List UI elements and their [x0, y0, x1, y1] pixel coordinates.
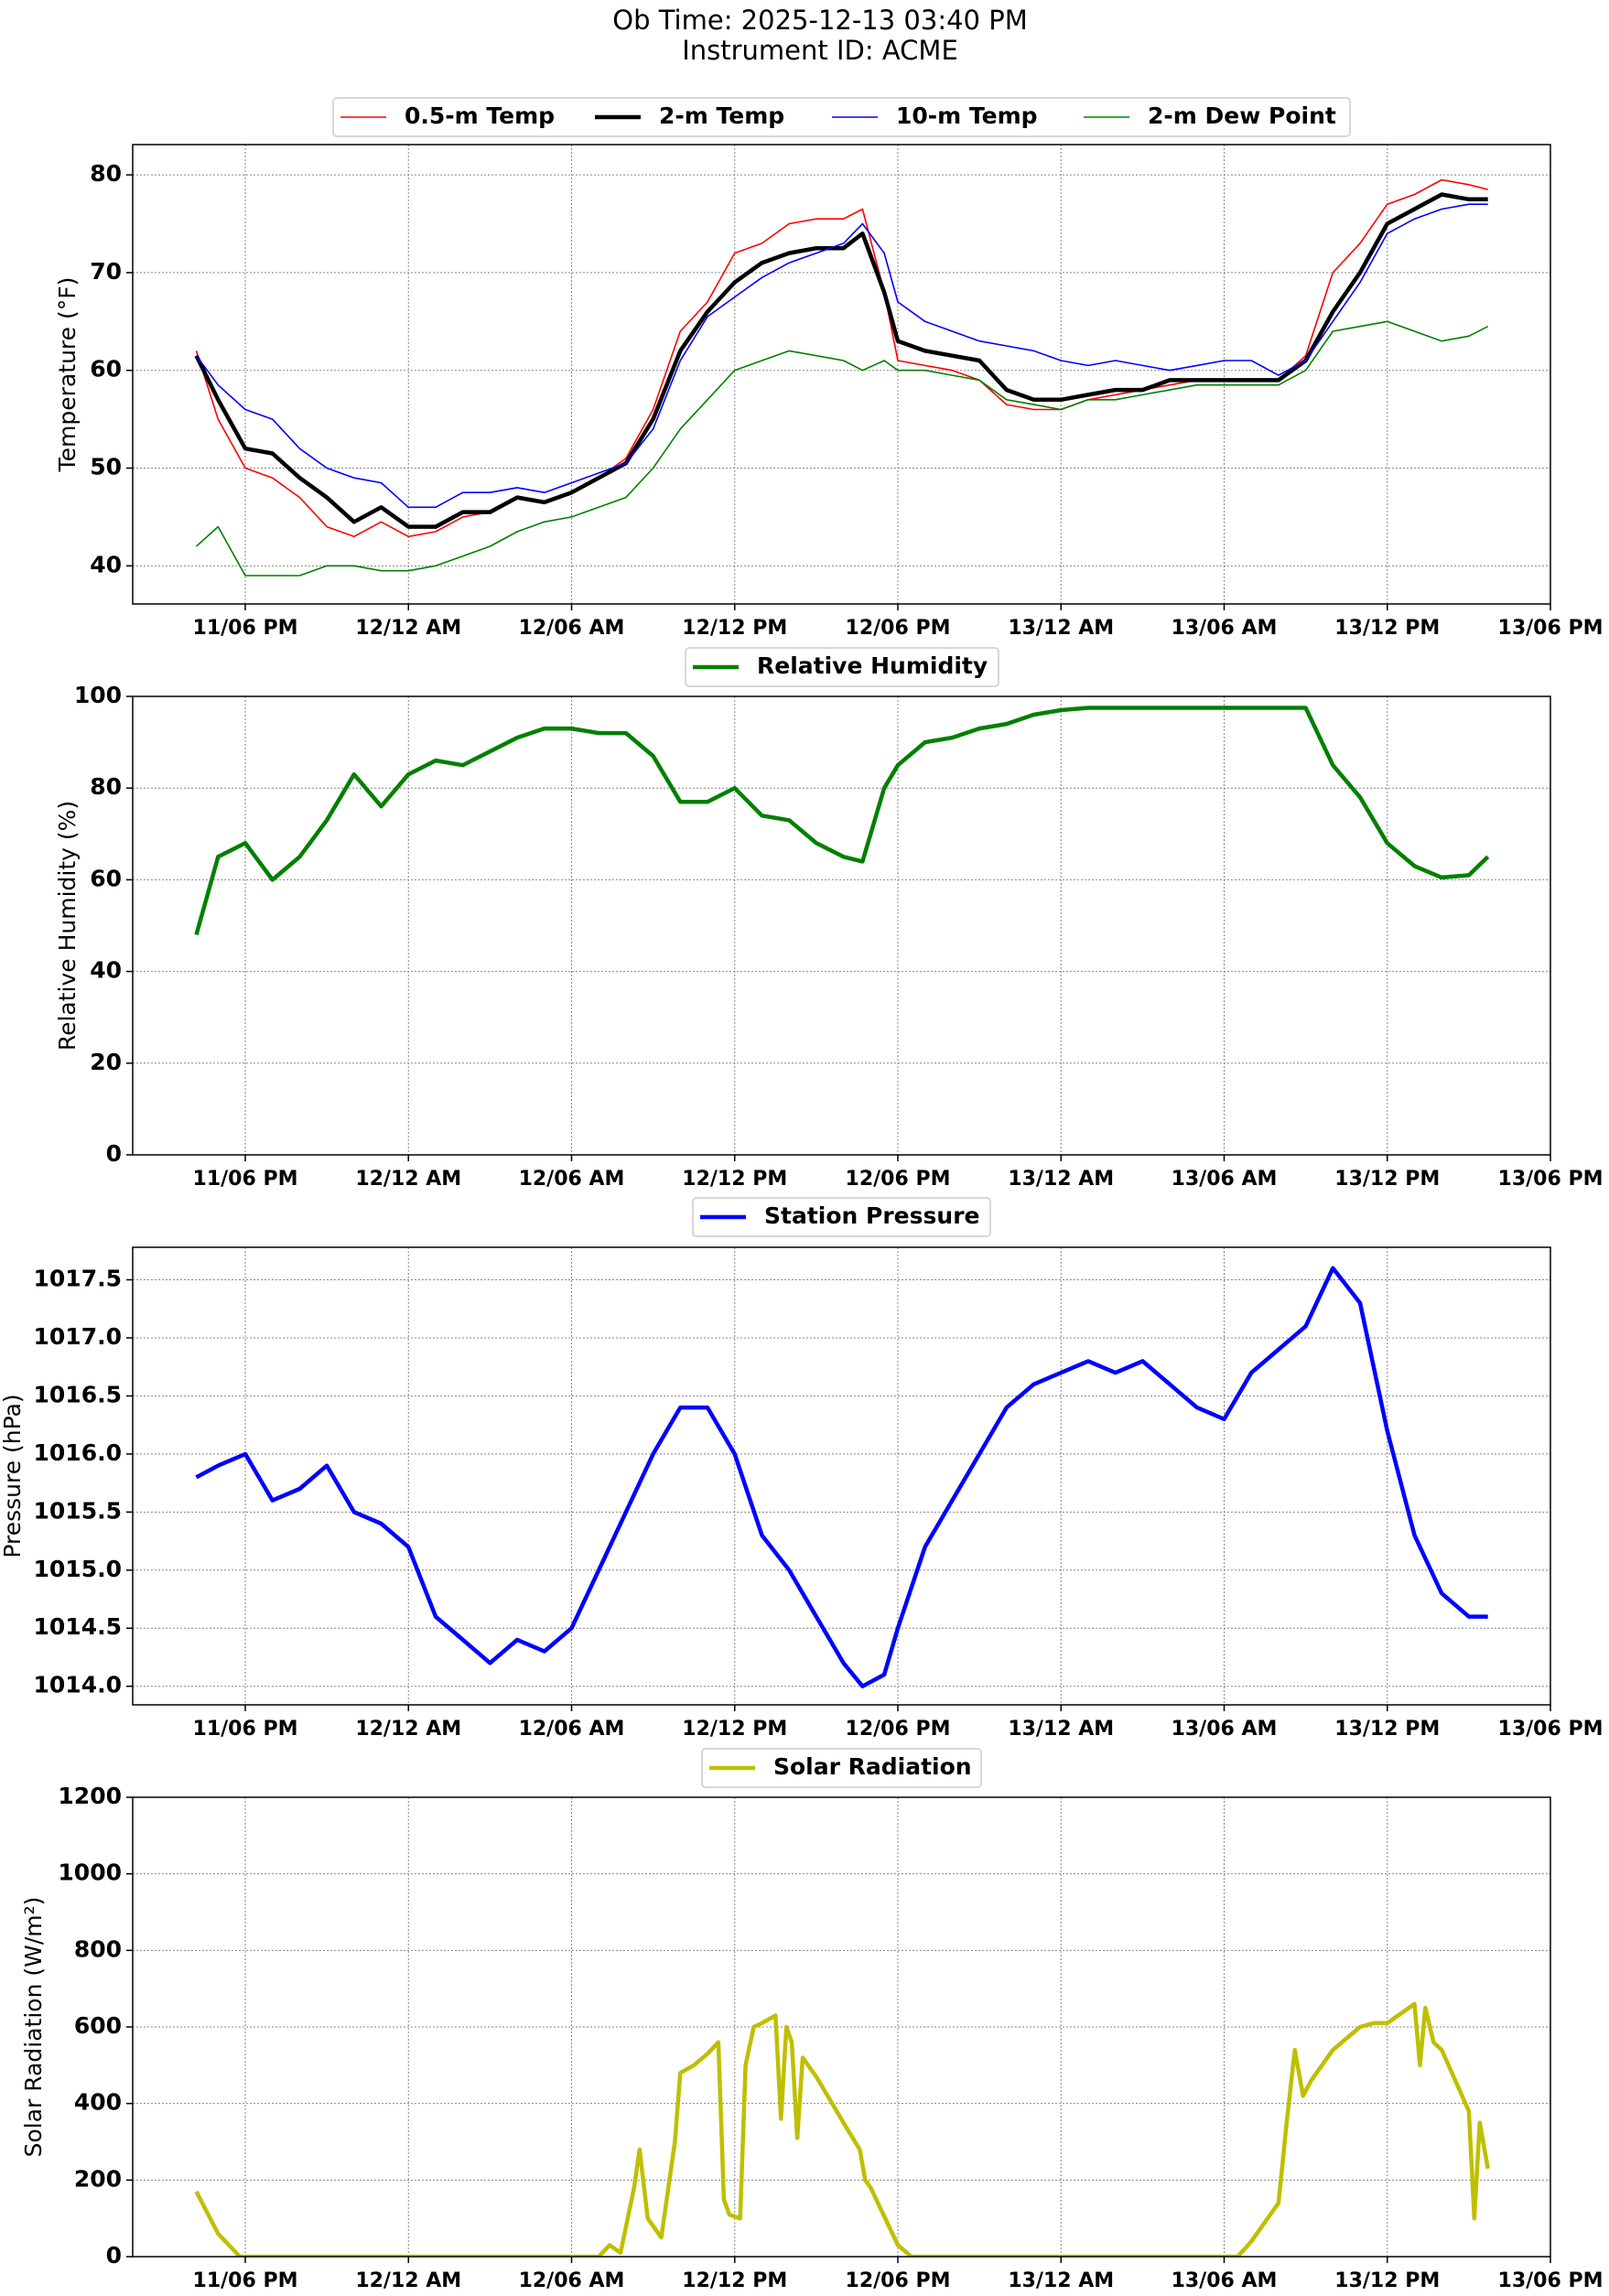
legend: Relative Humidity	[685, 647, 999, 687]
y-tick-label: 60	[90, 865, 122, 891]
series-line-station-pressure	[195, 1266, 1488, 1688]
x-tick-label: 12/12 PM	[682, 2269, 787, 2292]
legend-label: 2-m Dew Point	[1148, 102, 1336, 129]
y-tick-label: 600	[74, 2012, 122, 2039]
x-tick-label: 13/06 PM	[1498, 617, 1604, 640]
y-tick-label: 80	[90, 773, 122, 800]
y-tick-label: 1000	[58, 1859, 122, 1886]
y-tick-label: 1015.5	[34, 1497, 122, 1524]
x-tick-label: 13/12 PM	[1334, 1718, 1440, 1741]
legend-label: 10-m Temp	[896, 102, 1038, 129]
x-tick-label: 11/06 PM	[193, 2269, 298, 2292]
y-tick-label: 1200	[58, 1783, 122, 1809]
x-tick-label: 13/06 AM	[1172, 1168, 1278, 1191]
y-tick-label: 1014.5	[34, 1613, 122, 1640]
y-axis-label: Pressure (hPa)	[0, 1394, 26, 1558]
legend-box	[701, 1748, 982, 1788]
series-line-0-5-m-temp	[195, 178, 1488, 538]
series-line-2-m-dew-point	[195, 320, 1489, 577]
plot-frame	[132, 1796, 1551, 2258]
y-tick-label: 0	[106, 2242, 122, 2269]
y-tick-label: 1015.0	[34, 1556, 122, 1582]
x-tick-label: 11/06 PM	[193, 1718, 298, 1741]
x-tick-label: 13/12 PM	[1334, 617, 1440, 640]
panel-2: 11/06 PM 12/12 AM 12/06 AM 12/12 PM 12/06 PM…	[0, 1197, 1604, 1741]
x-tick-label: 12/12 AM	[355, 1718, 461, 1741]
y-tick-label: 1016.0	[34, 1439, 122, 1466]
y-tick-label: 1017.5	[34, 1266, 122, 1292]
x-tick-label: 13/12 AM	[1008, 1718, 1114, 1741]
y-tick-label: 1016.5	[34, 1381, 122, 1407]
legend-label: Station Pressure	[764, 1202, 979, 1229]
legend-label: Solar Radiation	[773, 1753, 972, 1780]
plot-frame	[132, 1246, 1551, 1706]
x-tick-label: 12/06 AM	[519, 1718, 625, 1741]
y-tick-label: 40	[90, 551, 122, 577]
y-tick-label: 1014.0	[34, 1672, 122, 1698]
x-tick-label: 12/12 AM	[355, 1168, 461, 1191]
y-tick-label: 50	[90, 454, 122, 480]
plot-frame	[132, 144, 1551, 605]
y-tick-label: 400	[74, 2089, 122, 2116]
panel-0: 11/06 PM 12/12 AM 12/06 AM 12/12 PM 12/06 PM…	[54, 97, 1604, 640]
legend-label: 2-m Temp	[659, 102, 784, 129]
x-tick-label: 13/06 PM	[1498, 2269, 1604, 2292]
legend-box	[692, 1197, 991, 1237]
x-tick-label: 12/12 AM	[355, 617, 461, 640]
x-tick-label: 13/12 AM	[1008, 1168, 1114, 1191]
y-tick-label: 1017.0	[34, 1323, 122, 1350]
x-tick-label: 13/06 AM	[1172, 1718, 1278, 1741]
legend: 0.5-m Temp 2-m Temp 10-m Temp 2-m Dew Point	[332, 97, 1351, 137]
x-tick-label: 13/12 AM	[1008, 617, 1114, 640]
x-tick-label: 12/06 PM	[846, 1168, 951, 1191]
y-tick-label: 100	[74, 682, 122, 708]
x-tick-label: 12/06 PM	[846, 2269, 951, 2292]
x-tick-label: 12/06 PM	[846, 617, 951, 640]
x-tick-label: 12/12 PM	[682, 1718, 787, 1741]
chart-title-line1: Ob Time: 2025-12-13 03:40 PM	[612, 5, 1027, 36]
y-axis-label: Temperature (°F)	[54, 277, 81, 473]
x-tick-label: 13/06 PM	[1498, 1168, 1604, 1191]
x-tick-label: 12/06 PM	[846, 1718, 951, 1741]
x-tick-label: 12/06 AM	[519, 1168, 625, 1191]
panel-1: 11/06 PM 12/12 AM 12/06 AM 12/12 PM 12/06 PM…	[54, 647, 1604, 1191]
y-tick-label: 70	[90, 258, 122, 285]
y-tick-label: 200	[74, 2165, 122, 2192]
x-tick-label: 12/06 AM	[519, 2269, 625, 2292]
x-tick-label: 11/06 PM	[193, 617, 298, 640]
y-tick-label: 40	[90, 957, 122, 984]
legend-label: 0.5-m Temp	[405, 102, 555, 129]
y-tick-label: 0	[106, 1140, 122, 1167]
panel-3: 11/06 PM 12/12 AM 12/06 AM 12/12 PM 12/06 PM…	[20, 1748, 1604, 2292]
plot-frame	[132, 695, 1551, 1156]
series-line-relative-humidity	[194, 706, 1490, 936]
x-tick-label: 12/12 PM	[682, 617, 787, 640]
series-line-10-m-temp	[195, 203, 1488, 509]
legend-box	[685, 647, 999, 687]
x-tick-label: 13/06 PM	[1498, 1718, 1604, 1741]
x-tick-label: 13/06 AM	[1172, 617, 1278, 640]
x-tick-label: 13/12 PM	[1334, 2269, 1440, 2292]
series-line-solar-radiation	[194, 2001, 1490, 2257]
legend: Solar Radiation	[701, 1748, 982, 1788]
x-tick-label: 12/12 PM	[682, 1168, 787, 1191]
y-axis-label: Relative Humidity (%)	[54, 801, 81, 1051]
y-tick-label: 800	[74, 1935, 122, 1962]
chart-title-line2: Instrument ID: ACME	[682, 35, 958, 66]
x-tick-label: 13/06 AM	[1172, 2269, 1278, 2292]
y-tick-label: 60	[90, 356, 122, 383]
x-tick-label: 13/12 AM	[1008, 2269, 1114, 2292]
legend: Station Pressure	[692, 1197, 991, 1237]
y-axis-label: Solar Radiation (W/m²)	[20, 1897, 47, 2158]
y-tick-label: 80	[90, 160, 122, 187]
x-tick-label: 12/06 AM	[519, 617, 625, 640]
x-tick-label: 11/06 PM	[193, 1168, 298, 1191]
y-tick-label: 20	[90, 1049, 122, 1075]
x-tick-label: 13/12 PM	[1334, 1168, 1440, 1191]
x-tick-label: 12/12 AM	[355, 2269, 461, 2292]
series-line-2-m-temp	[194, 192, 1488, 529]
legend-label: Relative Humidity	[757, 652, 988, 679]
